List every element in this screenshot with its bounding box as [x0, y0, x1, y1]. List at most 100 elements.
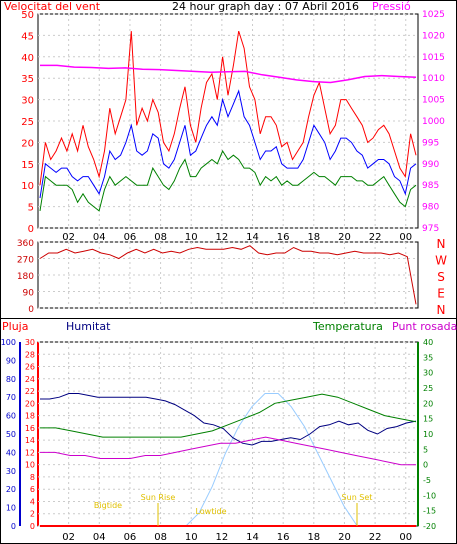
direction-label: N — [437, 303, 446, 317]
temperature-tick-label: 30 — [423, 369, 433, 378]
rain-tick-label: 16 — [25, 424, 35, 433]
direction-label: S — [437, 270, 445, 284]
temperature-tick-label: 5 — [423, 445, 428, 454]
rain-tick-label: 14 — [25, 436, 35, 445]
humidity-tick-label: 70 — [6, 393, 16, 402]
humidity-tick-label: 20 — [6, 485, 16, 494]
y-left-tick-label: 50 — [21, 10, 34, 21]
x-tick-label: 16 — [277, 232, 290, 243]
humidity-tick-label: 100 — [1, 338, 16, 347]
humidity-tick-label: 50 — [6, 430, 16, 439]
dewpoint-label: Punt rosada — [392, 320, 457, 333]
rain-tick-label: 28 — [25, 350, 35, 359]
x-tick-label: 04 — [93, 532, 106, 543]
rain-tick-label: 6 — [30, 485, 35, 494]
y-left-tick-label: 20 — [21, 138, 34, 149]
y-right-tick-label: 1015 — [422, 53, 445, 63]
direction-label: E — [437, 287, 445, 301]
y-right-tick-label: 975 — [422, 224, 439, 234]
y-tick-label: 180 — [17, 272, 34, 282]
temperature-tick-label: 0 — [423, 461, 428, 470]
y-left-tick-label: 15 — [21, 160, 34, 171]
y-tick-label: 0 — [28, 305, 34, 315]
x-tick-label: 08 — [154, 532, 167, 543]
humidity-tick-label: 30 — [6, 467, 16, 476]
y-tick-label: 90 — [23, 289, 35, 299]
series-wind-direction — [39, 245, 417, 305]
y-tick-label: 360 — [17, 239, 34, 249]
x-tick-label: 06 — [124, 232, 137, 243]
sunrise-label: Sun Rise — [141, 493, 176, 502]
rain-tick-label: 30 — [25, 338, 35, 347]
humidity-tick-label: 40 — [6, 448, 16, 457]
sunset-label: Sun Set — [342, 493, 373, 502]
y-left-tick-label: 10 — [21, 181, 34, 192]
direction-label: N — [437, 237, 446, 251]
rain-tick-label: 4 — [30, 497, 35, 506]
y-right-tick-label: 1005 — [422, 96, 445, 106]
y-right-tick-label: 1025 — [422, 10, 445, 20]
x-tick-label: 12 — [216, 532, 229, 543]
wind-speed-label: Velocitat del vent — [4, 0, 101, 13]
rain-tick-label: 10 — [25, 461, 35, 470]
y-left-tick-label: 40 — [21, 53, 34, 64]
temperature-tick-label: 40 — [423, 338, 433, 347]
x-tick-label: 22 — [369, 532, 382, 543]
y-right-tick-label: 1020 — [422, 31, 445, 41]
x-tick-label: 02 — [62, 232, 75, 243]
temperature-tick-label: -10 — [423, 491, 436, 500]
x-tick-label: 20 — [338, 532, 351, 543]
series-dewpoint — [40, 436, 416, 466]
chart-title: 24 hour graph day : 07 Abril 2016 — [172, 0, 359, 13]
temperature-tick-label: 15 — [423, 415, 433, 424]
series-gust — [39, 30, 417, 186]
high-tide-label: Bigtide — [94, 501, 122, 510]
pressure-label: Pressió — [372, 0, 411, 13]
y-left-tick-label: 45 — [21, 31, 34, 42]
temperature-panel: 0102030405060708090100024681012141618202… — [1, 338, 436, 543]
x-tick-label: 10 — [185, 232, 198, 243]
direction-label: W — [435, 254, 447, 268]
rain-tick-label: 18 — [25, 412, 35, 421]
wind-speed-panel: 0510152025303540455097598098599099510001… — [21, 10, 445, 243]
temperature-tick-label: 35 — [423, 353, 433, 362]
x-tick-label: 12 — [216, 232, 229, 243]
humidity-tick-label: 60 — [6, 412, 16, 421]
x-tick-label: 14 — [246, 232, 259, 243]
temperature-tick-label: -20 — [423, 522, 436, 531]
temperature-tick-label: -5 — [423, 476, 431, 485]
humidity-tick-label: 90 — [6, 356, 16, 365]
series-pressure — [40, 64, 417, 84]
x-tick-label: 00 — [399, 232, 412, 243]
temperature-label: Temperatura — [312, 320, 383, 333]
rain-tick-label: 22 — [25, 387, 35, 396]
y-tick-label: 270 — [17, 256, 34, 266]
x-tick-label: 18 — [307, 232, 320, 243]
y-left-tick-label: 0 — [28, 224, 34, 235]
y-right-tick-label: 1010 — [422, 74, 445, 84]
x-tick-label: 06 — [124, 532, 137, 543]
x-tick-label: 02 — [62, 532, 75, 543]
y-right-tick-label: 995 — [422, 138, 439, 148]
x-tick-label: 22 — [369, 232, 382, 243]
y-right-tick-label: 990 — [422, 160, 439, 170]
x-tick-label: 00 — [399, 532, 412, 543]
rain-tick-label: 26 — [25, 363, 35, 372]
temperature-tick-label: -15 — [423, 507, 436, 516]
humidity-tick-label: 0 — [11, 522, 16, 531]
rain-tick-label: 24 — [25, 375, 35, 384]
y-right-tick-label: 985 — [422, 181, 439, 191]
x-tick-label: 20 — [338, 232, 351, 243]
x-tick-label: 10 — [185, 532, 198, 543]
y-left-tick-label: 5 — [28, 203, 34, 214]
y-right-tick-label: 1000 — [422, 117, 445, 127]
series-solar — [159, 393, 358, 527]
y-right-tick-label: 980 — [422, 203, 439, 213]
rain-tick-label: 2 — [30, 510, 35, 519]
y-left-tick-label: 30 — [21, 96, 34, 107]
series-min — [39, 149, 417, 212]
x-tick-label: 08 — [154, 232, 167, 243]
temperature-tick-label: 20 — [423, 399, 433, 408]
y-left-tick-label: 35 — [21, 74, 34, 85]
